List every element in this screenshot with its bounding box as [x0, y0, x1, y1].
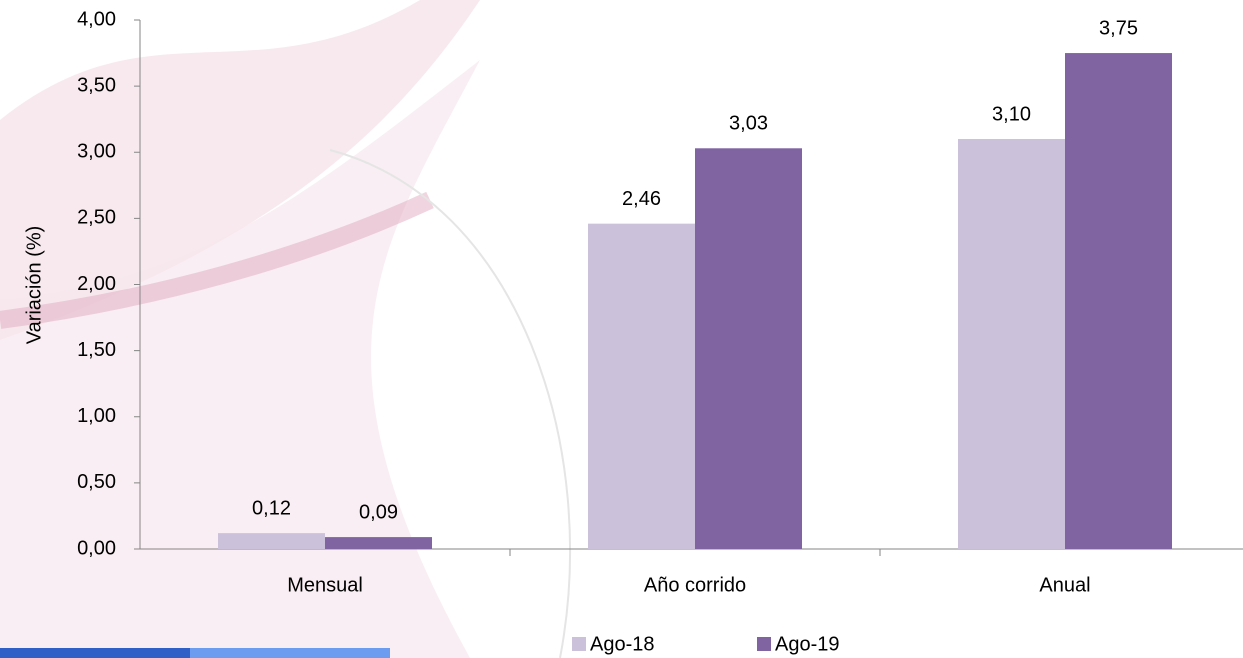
- bar: [588, 223, 695, 550]
- y-tick-label: 2,00: [77, 273, 116, 295]
- x-tick-label: Año corrido: [644, 574, 746, 596]
- value-label: 2,46: [622, 188, 661, 210]
- legend-label: Ago-18: [590, 633, 655, 655]
- y-tick-label: 1,00: [77, 405, 116, 427]
- x-tick-label: Mensual: [287, 574, 363, 596]
- value-label: 0,09: [359, 501, 398, 523]
- value-label: 3,10: [992, 103, 1031, 125]
- bar: [325, 537, 432, 549]
- value-label: 0,12: [252, 497, 291, 519]
- y-tick-label: 0,50: [77, 471, 116, 493]
- bar: [958, 139, 1065, 549]
- bar: [218, 533, 325, 549]
- y-axis-label: Variación (%): [23, 226, 45, 345]
- y-tick-label: 2,50: [77, 207, 116, 229]
- y-tick-label: 0,00: [77, 537, 116, 559]
- legend-label: Ago-19: [775, 633, 840, 655]
- y-tick-label: 1,50: [77, 339, 116, 361]
- bar: [695, 148, 802, 549]
- legend-swatch: [572, 637, 586, 651]
- legend-swatch: [757, 637, 771, 651]
- y-tick-label: 3,50: [77, 74, 116, 96]
- value-label: 3,03: [729, 113, 768, 135]
- bar: [1065, 53, 1172, 549]
- x-tick-label: Anual: [1039, 574, 1090, 596]
- background-decoration: [0, 0, 571, 658]
- y-tick-label: 4,00: [77, 8, 116, 30]
- y-tick-label: 3,00: [77, 141, 116, 163]
- value-label: 3,75: [1099, 17, 1138, 39]
